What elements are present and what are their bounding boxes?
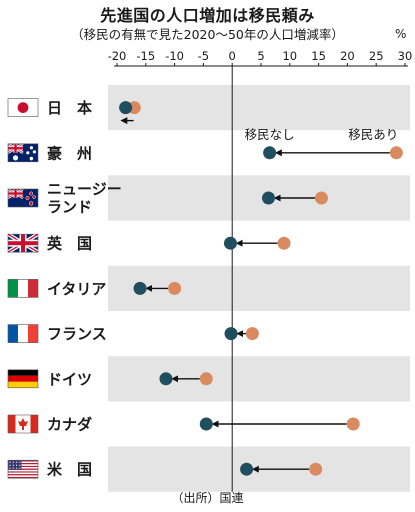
row-band: [108, 356, 410, 402]
category-row: イタリア: [7, 279, 182, 298]
chart-title: 先進国の人口増加は移民頼み: [100, 6, 315, 25]
x-tick-label: -15: [136, 49, 155, 63]
without-immigration-dot: [199, 417, 213, 431]
x-tick-label: 25: [369, 49, 384, 63]
with-immigration-dot: [314, 191, 328, 205]
us-flag: [7, 459, 39, 479]
without-immigration-dot: [224, 327, 238, 341]
without-immigration-dot: [261, 191, 275, 205]
category-row: 日 本: [7, 98, 141, 125]
category-label: ニュージー: [47, 180, 122, 198]
category-row: フランス: [7, 324, 259, 343]
category-label: イタリア: [47, 280, 106, 298]
with-immigration-dot: [389, 146, 403, 160]
source-note: （出所）国連: [171, 491, 244, 505]
category-row: 英 国: [6, 232, 291, 254]
category-row: カナダ: [7, 414, 360, 434]
category-row: 米 国: [7, 459, 323, 479]
category-label: ランド: [47, 198, 92, 216]
x-tick-label: 20: [340, 49, 355, 63]
x-tick-label: 30: [398, 49, 413, 63]
x-tick-label: -5: [198, 49, 209, 63]
category-label: 英 国: [47, 235, 92, 253]
without-immigration-dot: [119, 101, 133, 115]
x-tick-label: -20: [108, 49, 127, 63]
legend-without-label: 移民なし: [245, 127, 295, 142]
with-immigration-dot: [168, 281, 182, 295]
category-label: カナダ: [47, 416, 92, 434]
with-immigration-dot: [199, 372, 213, 386]
x-tick-label: 5: [257, 49, 264, 63]
with-immigration-dot: [277, 236, 291, 250]
category-label: 豪 州: [47, 144, 92, 162]
without-immigration-dot: [159, 372, 173, 386]
category-label: ドイツ: [47, 370, 92, 388]
row-band: [108, 85, 410, 131]
x-tick-label: -10: [165, 49, 184, 63]
without-immigration-dot: [240, 462, 254, 476]
row-band: [108, 175, 410, 221]
with-immigration-dot: [309, 462, 323, 476]
italy-flag: [7, 279, 39, 298]
germany-flag: [7, 369, 39, 389]
uk-flag: [6, 232, 40, 254]
category-label: フランス: [47, 325, 107, 343]
x-tick-label: 15: [311, 49, 326, 63]
australia-flag: [7, 142, 39, 163]
without-immigration-dot: [133, 281, 147, 295]
legend-with-label: 移民あり: [348, 127, 398, 142]
chart-subtitle: （移民の有無で見た2020～50年の人口増減率）: [71, 27, 344, 42]
canada-flag: [7, 414, 39, 434]
category-row: 豪 州: [7, 142, 403, 163]
category-label: 米 国: [47, 461, 92, 479]
category-row: ドイツ: [7, 369, 213, 389]
with-immigration-dot: [346, 417, 360, 431]
unit-label: %: [395, 27, 407, 41]
x-tick-label: 0: [229, 49, 236, 63]
france-flag: [7, 324, 39, 343]
japan-flag: [7, 98, 39, 117]
without-immigration-dot: [223, 236, 237, 250]
category-label: 日 本: [47, 99, 92, 117]
x-tick-label: 10: [282, 49, 297, 63]
without-immigration-dot: [263, 146, 277, 160]
new-zealand-flag: [7, 187, 39, 208]
with-immigration-dot: [245, 327, 259, 341]
